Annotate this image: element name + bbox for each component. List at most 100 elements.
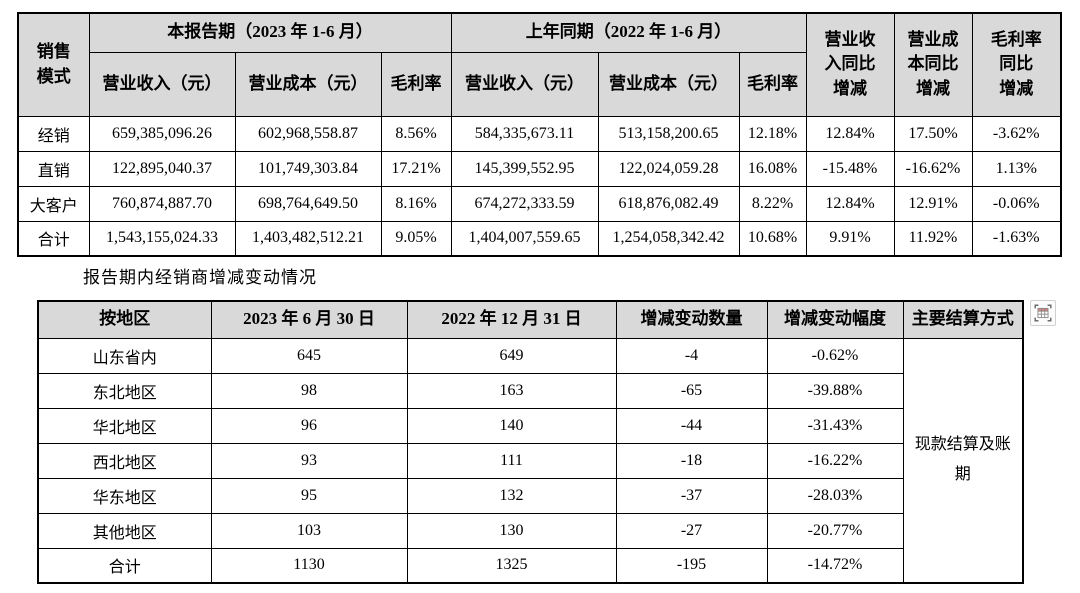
col-header-cost-current: 营业成本（元） [234, 51, 382, 117]
row-label-cell: 东北地区 [37, 372, 212, 409]
table-row-total: 合计 1130 1325 -195 -14.72% [37, 547, 1023, 584]
table-cell: 101,749,303.84 [234, 150, 382, 187]
table-row: 华东地区 95 132 -37 -28.03% [37, 477, 1023, 514]
table-cell: 698,764,649.50 [234, 185, 382, 222]
table-cell: 12.84% [805, 185, 895, 222]
table-cell: -20.77% [766, 512, 904, 549]
table-cell: -44 [615, 407, 768, 444]
table-row: 大客户 760,874,887.70 698,764,649.50 8.16% … [17, 185, 1062, 222]
table-cell: -0.62% [766, 337, 904, 374]
table-cell: -3.62% [971, 115, 1062, 152]
table-cell: -1.63% [971, 220, 1062, 257]
table-cell: -195 [615, 547, 768, 584]
col-header-gross-margin-current: 毛利率 [380, 51, 452, 117]
table-cell: 8.56% [380, 115, 452, 152]
col-header-settlement: 主要结算方式 [902, 300, 1024, 339]
row-label-cell: 大客户 [17, 185, 90, 222]
table-cell: 140 [406, 407, 617, 444]
row-label-cell: 其他地区 [37, 512, 212, 549]
col-header-revenue-yoy: 营业收 入同比 增减 [805, 12, 895, 117]
col-header-cost-yoy: 营业成 本同比 增减 [893, 12, 973, 117]
row-label-cell: 西北地区 [37, 442, 212, 479]
table-cell: 17.21% [380, 150, 452, 187]
settlement-method-cell: 现款结算及账 期 [902, 337, 1024, 584]
table-cell: 8.16% [380, 185, 452, 222]
table-row: 西北地区 93 111 -18 -16.22% [37, 442, 1023, 479]
table-cell: 96 [210, 407, 408, 444]
table-cell: 513,158,200.65 [597, 115, 740, 152]
table-cell: 649 [406, 337, 617, 374]
table-cell: 760,874,887.70 [88, 185, 236, 222]
table-cell: 111 [406, 442, 617, 479]
table-cell: 145,399,552.95 [450, 150, 599, 187]
table-cell: 618,876,082.49 [597, 185, 740, 222]
col-header-date-2023: 2023 年 6 月 30 日 [210, 300, 408, 339]
table-cell: 1.13% [971, 150, 1062, 187]
table-cell: -0.06% [971, 185, 1062, 222]
table-cell: 584,335,673.11 [450, 115, 599, 152]
col-header-sales-mode: 销售 模式 [17, 12, 90, 117]
table-cell: 17.50% [893, 115, 973, 152]
sales-mode-table: 销售 模式 本报告期（2023 年 1-6 月） 上年同期（2022 年 1-6… [17, 12, 1062, 257]
table-cell: -65 [615, 372, 768, 409]
table-cell: 11.92% [893, 220, 973, 257]
table-row: 东北地区 98 163 -65 -39.88% [37, 372, 1023, 409]
table-cell: 122,895,040.37 [88, 150, 236, 187]
table-cell: 8.22% [738, 185, 807, 222]
section-caption: 报告期内经销商增减变动情况 [83, 268, 317, 287]
table-cell: 98 [210, 372, 408, 409]
table-cell: 10.68% [738, 220, 807, 257]
col-header-revenue-current: 营业收入（元） [88, 51, 236, 117]
table-cell: 674,272,333.59 [450, 185, 599, 222]
col-header-cost-prior: 营业成本（元） [597, 51, 740, 117]
col-header-gross-margin-yoy: 毛利率 同比 增减 [971, 12, 1062, 117]
row-label-cell: 合计 [37, 547, 212, 584]
table-cell: -16.22% [766, 442, 904, 479]
table-cell: 1,254,058,342.42 [597, 220, 740, 257]
table-row: 华北地区 96 140 -44 -31.43% [37, 407, 1023, 444]
table-cell: 93 [210, 442, 408, 479]
table-cell: 12.18% [738, 115, 807, 152]
dealer-change-table: 按地区 2023 年 6 月 30 日 2022 年 12 月 31 日 增减变… [37, 300, 1024, 584]
table-cell: 9.05% [380, 220, 452, 257]
table-cell: 130 [406, 512, 617, 549]
table-row: 经销 659,385,096.26 602,968,558.87 8.56% 5… [17, 115, 1062, 152]
table-row: 直销 122,895,040.37 101,749,303.84 17.21% … [17, 150, 1062, 187]
table-cell: -28.03% [766, 477, 904, 514]
table-select-button[interactable] [1030, 300, 1056, 326]
table-cell: 132 [406, 477, 617, 514]
table-cell: 602,968,558.87 [234, 115, 382, 152]
row-label-cell: 合计 [17, 220, 90, 257]
table-cell: 1,403,482,512.21 [234, 220, 382, 257]
table-cell: -31.43% [766, 407, 904, 444]
row-label-cell: 直销 [17, 150, 90, 187]
table-cell: -16.62% [893, 150, 973, 187]
table-cell: 1,543,155,024.33 [88, 220, 236, 257]
col-header-change-count: 增减变动数量 [615, 300, 768, 339]
row-label-cell: 经销 [17, 115, 90, 152]
table-cell: 1,404,007,559.65 [450, 220, 599, 257]
table-cell: 163 [406, 372, 617, 409]
table-cell: 1325 [406, 547, 617, 584]
table-cell: 122,024,059.28 [597, 150, 740, 187]
table-cell: -27 [615, 512, 768, 549]
table-row: 山东省内 645 649 -4 -0.62% 现款结算及账 期 [37, 337, 1024, 584]
col-header-change-rate: 增减变动幅度 [766, 300, 904, 339]
table-cell: 9.91% [805, 220, 895, 257]
table-row-total: 合计 1,543,155,024.33 1,403,482,512.21 9.0… [17, 220, 1062, 257]
table-cell: 12.91% [893, 185, 973, 222]
col-header-gross-margin-prior: 毛利率 [738, 51, 807, 117]
col-header-revenue-prior: 营业收入（元） [450, 51, 599, 117]
table-cell: 645 [210, 337, 408, 374]
table-cell: -15.48% [805, 150, 895, 187]
table-cell: -14.72% [766, 547, 904, 584]
table-row: 其他地区 103 130 -27 -20.77% [37, 512, 1023, 549]
table-cell: -18 [615, 442, 768, 479]
table-select-icon [1032, 302, 1054, 324]
table-cell: 103 [210, 512, 408, 549]
table-cell: 1130 [210, 547, 408, 584]
table-cell: -37 [615, 477, 768, 514]
table-cell: 12.84% [805, 115, 895, 152]
col-header-region: 按地区 [37, 300, 212, 339]
row-label-cell: 山东省内 [37, 337, 212, 374]
